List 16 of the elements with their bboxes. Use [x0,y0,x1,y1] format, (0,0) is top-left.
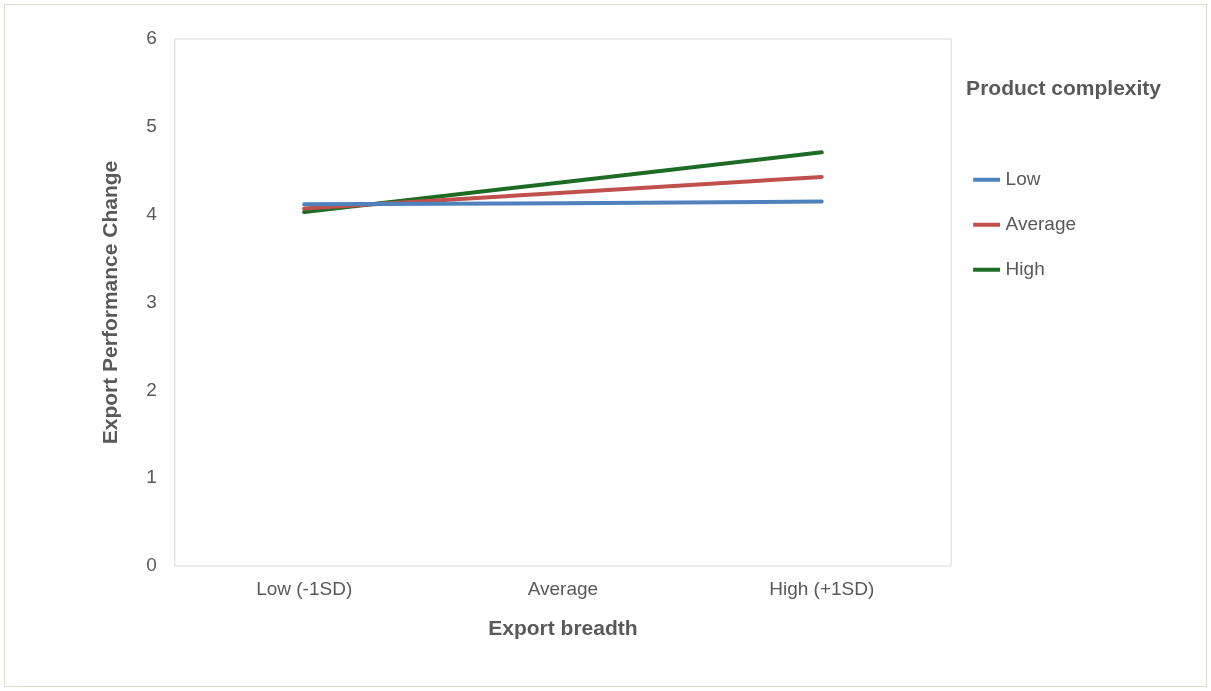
y-tick-label: 2 [146,378,157,400]
x-tick-label: Average [527,577,599,599]
x-axis-title: Export breadth [488,616,638,640]
y-tick-label: 1 [146,466,157,488]
y-tick-label: 6 [146,27,157,49]
y-tick-label: 0 [146,554,157,576]
legend-title: Product complexity [966,76,1162,100]
legend-label: Average [1005,212,1077,234]
legend-label: High [1005,257,1045,279]
y-tick-label: 3 [146,290,157,312]
legend-label: Low [1005,167,1041,189]
y-axis-title: Export Performance Change [98,160,122,445]
y-tick-label: 5 [146,115,157,137]
x-tick-label: Low (-1SD) [256,577,353,599]
x-tick-label: High (+1SD) [769,577,875,599]
y-tick-label: 4 [146,202,158,224]
